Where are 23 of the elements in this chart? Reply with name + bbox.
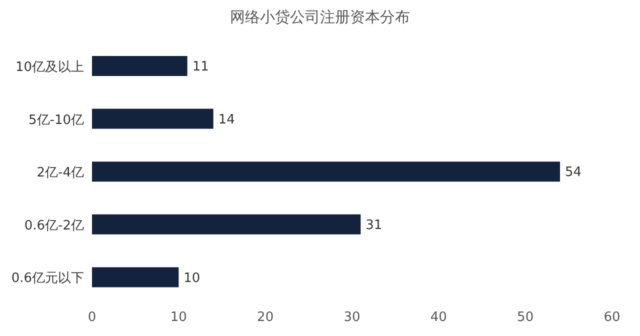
- data-label: 11: [192, 60, 209, 75]
- bar: [92, 162, 560, 182]
- x-tick-label: 10: [170, 310, 187, 326]
- x-tick-label: 40: [430, 310, 447, 326]
- y-tick-label: 0.6亿元以下: [11, 271, 84, 286]
- y-tick-label: 5亿-10亿: [28, 112, 84, 128]
- bar: [92, 267, 179, 288]
- data-label: 54: [565, 165, 582, 180]
- data-label: 14: [218, 112, 235, 128]
- x-tick-label: 50: [517, 310, 534, 326]
- x-tick-label: 30: [344, 310, 360, 326]
- chart-title: 网络小贷公司注册资本分布: [229, 8, 411, 28]
- bar: [92, 214, 361, 234]
- bar: [92, 108, 214, 129]
- x-tick-label: 0: [88, 310, 96, 326]
- x-tick-label: 20: [257, 310, 274, 326]
- bar: [92, 56, 188, 76]
- data-label: 10: [184, 270, 200, 286]
- y-tick-label: 0.6亿-2亿: [24, 218, 84, 234]
- y-tick-label: 2亿-4亿: [36, 166, 84, 181]
- y-tick-label: 10亿及以上: [15, 60, 84, 76]
- x-tick-label: 60: [604, 310, 620, 326]
- data-label: 31: [366, 218, 382, 234]
